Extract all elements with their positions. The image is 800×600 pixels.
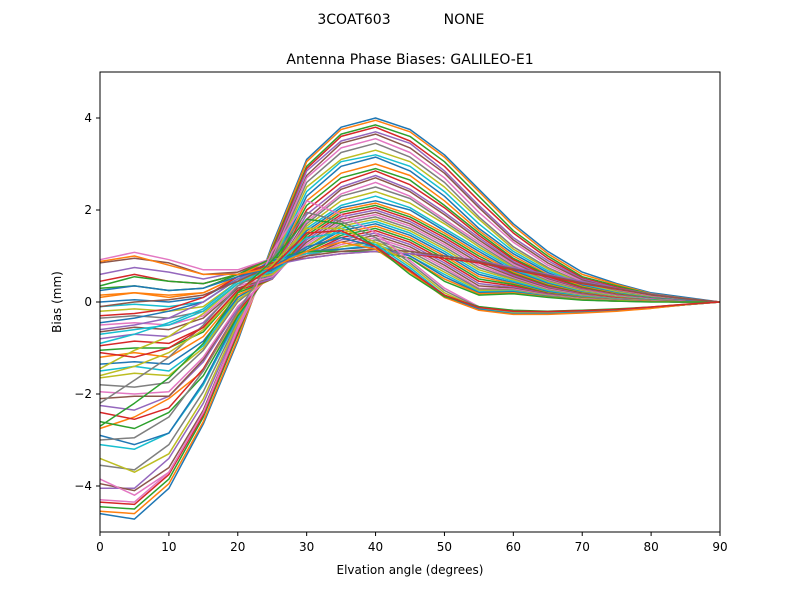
x-tick-label: 30 [299,540,314,554]
series-line-4 [99,126,721,506]
x-axis-label: Elvation angle (degrees) [337,563,484,577]
y-axis-ticks: −4 −2 0 2 4 [74,111,100,493]
y-tick-label: 0 [84,295,92,309]
series-line-2 [99,119,721,515]
x-tick-label: 80 [643,540,658,554]
series-line-43 [99,250,720,303]
x-tick-label: 60 [506,540,521,554]
chart-title: Antenna Phase Biases: GALILEO-E1 [286,52,533,68]
series-line-54 [99,229,721,358]
y-tick-label: 4 [84,111,92,125]
x-tick-label: 10 [161,540,176,554]
series-line-3 [99,124,721,510]
x-tick-label: 40 [368,540,383,554]
x-tick-label: 90 [712,540,727,554]
series-line-8 [99,142,721,471]
suptitle-antenna: 3COAT603 [317,12,390,28]
y-tick-label: −2 [74,387,92,401]
x-axis-ticks: 0 10 20 30 40 50 60 70 80 90 [96,532,728,554]
x-tick-label: 20 [230,540,245,554]
x-tick-label: 0 [96,540,104,554]
series-line-46 [99,248,721,308]
series-line-52 [99,241,721,316]
series-line-9 [99,149,721,473]
y-tick-label: 2 [84,203,92,217]
x-tick-label: 70 [575,540,590,554]
series-group [99,117,721,520]
suptitle-radome: NONE [444,12,485,28]
x-tick-label: 50 [437,540,452,554]
y-tick-label: −4 [74,479,92,493]
y-axis-label: Bias (mm) [50,271,64,333]
series-line-1 [99,117,721,520]
